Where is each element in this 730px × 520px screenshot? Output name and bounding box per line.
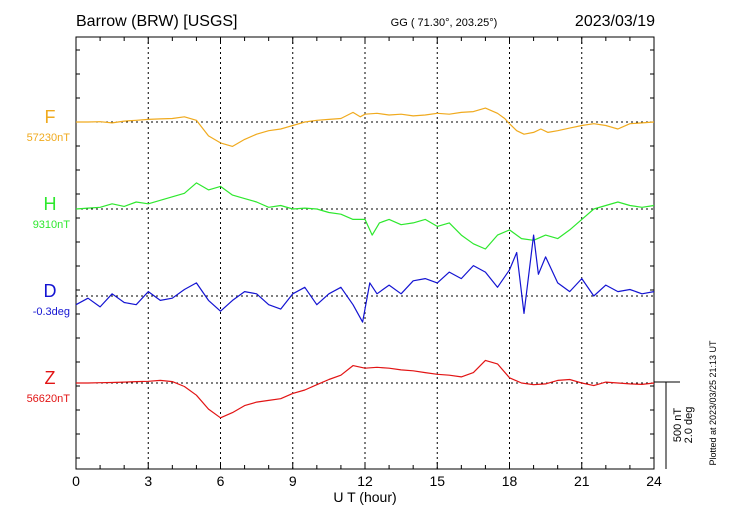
- x-tick-label: 6: [217, 473, 225, 489]
- chart-title: Barrow (BRW) [USGS]: [76, 13, 238, 30]
- chart-subtitle: GG ( 71.30°, 203.25°): [391, 17, 498, 29]
- scale-bar-deg-label: 2.0 deg: [683, 407, 695, 444]
- series-name-d: D: [44, 281, 57, 301]
- x-tick-label: 9: [289, 473, 297, 489]
- series-line-h: [75, 182, 655, 250]
- series-line-z: [76, 359, 655, 419]
- series-line-d: [75, 234, 655, 323]
- series-baseline-z: 56620nT: [27, 393, 71, 405]
- axis-ticks: [75, 37, 655, 469]
- grid-lines: [76, 37, 654, 469]
- x-tick-label: 15: [429, 473, 445, 489]
- x-tick-label: 12: [357, 473, 373, 489]
- series-name-f: F: [45, 107, 56, 127]
- x-tick-label: 3: [144, 473, 152, 489]
- x-tick-label: 24: [646, 473, 662, 489]
- x-tick-label: 18: [502, 473, 518, 489]
- series-baseline-d: -0.3deg: [33, 306, 70, 318]
- x-tick-label: 0: [72, 473, 80, 489]
- series-labels: F 57230nT H 9310nT D -0.3deg Z 56620nT: [27, 107, 71, 405]
- series-layer: [75, 107, 655, 419]
- x-tick-labels: 0 3 6 9 12 15 18 21 24: [72, 473, 662, 489]
- plotted-note: Plotted at 2023/03/25 21:13 UT: [708, 340, 718, 466]
- x-axis-label: U T (hour): [333, 489, 396, 505]
- x-tick-label: 21: [574, 473, 590, 489]
- series-name-h: H: [44, 194, 57, 214]
- chart-date: 2023/03/19: [575, 13, 655, 30]
- series-name-z: Z: [45, 368, 56, 388]
- series-line-f: [76, 107, 655, 147]
- series-baseline-f: 57230nT: [27, 132, 71, 144]
- scale-bar-nt-label: 500 nT: [672, 408, 684, 443]
- series-baseline-h: 9310nT: [33, 219, 71, 231]
